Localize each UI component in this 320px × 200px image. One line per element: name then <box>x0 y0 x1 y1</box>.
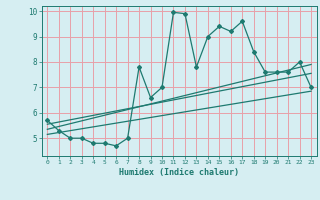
X-axis label: Humidex (Indice chaleur): Humidex (Indice chaleur) <box>119 168 239 177</box>
